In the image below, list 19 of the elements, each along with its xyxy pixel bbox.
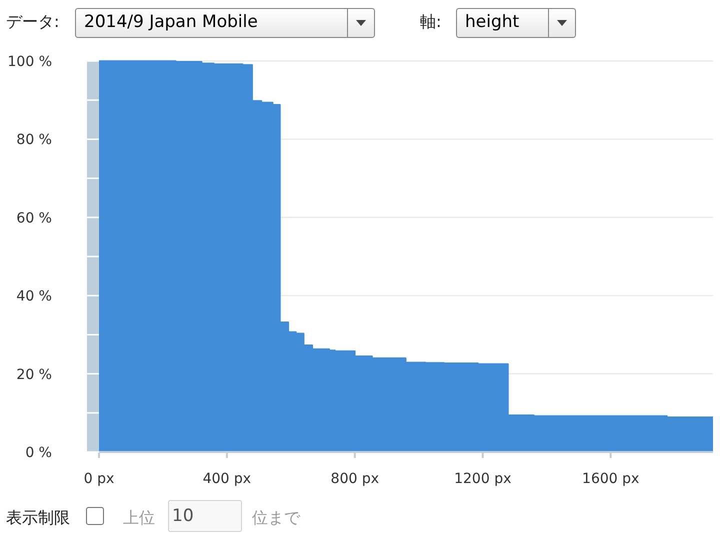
y-tick-label: 40 % [16,288,52,305]
x-tick-label: 0 px [84,471,114,487]
text: 表示制限 [6,508,70,529]
text: 軸: [420,12,442,33]
y-tick-label: 100 % [8,54,52,70]
y-tick-label: 60 % [16,210,52,226]
text: height [465,12,520,32]
y-tick-label: 20 % [16,366,52,383]
y-tick-label: 80 % [16,132,52,148]
y-tick-label: 0 % [25,445,52,461]
text: データ: [6,12,60,33]
x-tick-label: 800 px [330,471,380,487]
text: 2014/9 Japan Mobile [84,12,258,32]
text: 10 [168,500,242,532]
x-tick-label: 400 px [202,471,252,487]
x-tick-label: 1200 px [454,471,512,487]
text: 上位 [123,508,155,529]
text: 位まで [252,508,300,529]
x-tick-label: 1600 px [582,471,640,487]
